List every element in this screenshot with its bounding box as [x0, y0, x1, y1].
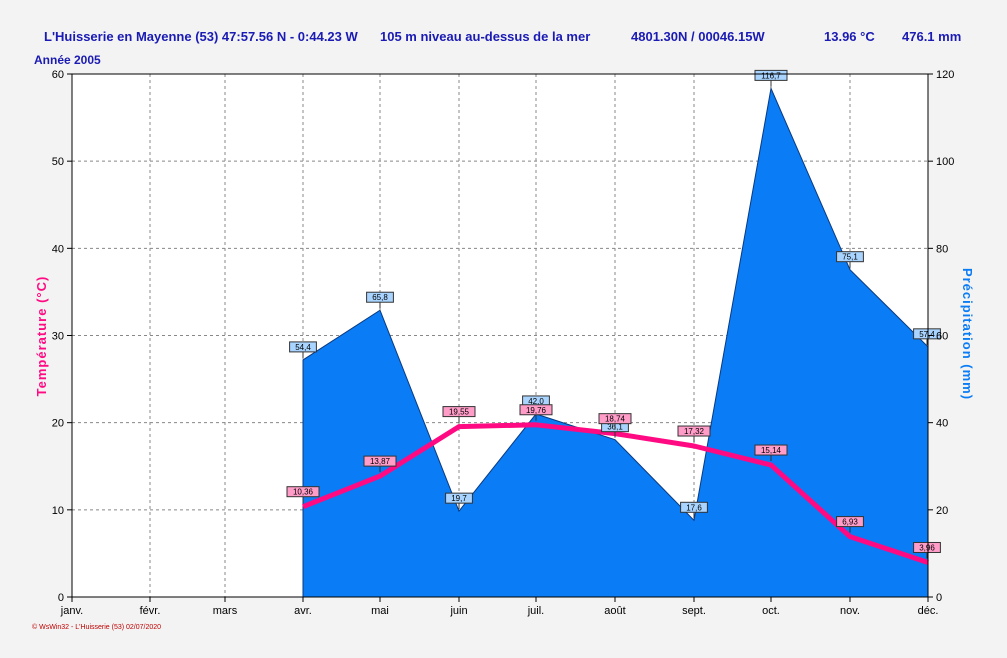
x-tick-label: mai [371, 605, 389, 617]
y-left-tick-label: 40 [52, 243, 64, 255]
precipitation-value-label: 54,4 [295, 343, 311, 352]
y-right-axis-label: Précipitation (mm) [960, 268, 975, 400]
y-right-tick-label: 0 [936, 592, 942, 604]
temperature-value-label: 13,87 [370, 457, 391, 466]
temperature-labels: 10,36 13,87 19,55 19,76 18,74 17,32 15,14 6,93 3… [286, 404, 941, 559]
y-left-tick-labels: 0 10 20 30 40 50 60 [52, 69, 72, 604]
y-left-tick-label: 30 [52, 331, 64, 343]
y-left-tick-label: 60 [52, 69, 64, 81]
temperature-value-label-box [442, 406, 476, 418]
y-left-tick-label: 20 [52, 418, 64, 430]
precipitation-value-label-box [913, 328, 941, 340]
y-right-tick-label: 100 [936, 156, 954, 168]
x-tick-label: janv. [60, 605, 83, 617]
y-right-tick-label: 60 [936, 331, 948, 343]
footer-credit: © WsWin32 - L'Huisserie (53) 02/07/2020 [32, 624, 162, 631]
x-tick-label: juil. [527, 605, 545, 617]
precipitation-value-label-box [836, 251, 864, 263]
x-tick-label: sept. [682, 605, 706, 617]
precipitation-value-label: 57,4 [919, 330, 935, 339]
x-tick-label: juin [449, 605, 467, 617]
temperature-value-label-box [519, 404, 553, 416]
temperature-value-label-box [836, 516, 864, 528]
temperature-value-label-box [363, 455, 397, 467]
precipitation-value-label-box [366, 291, 394, 303]
x-tick-label: nov. [840, 605, 860, 617]
x-tick-label: août [604, 605, 625, 617]
temperature-value-label: 3,96 [919, 543, 935, 552]
mean-temperature-label: 13.96 °C [824, 29, 875, 44]
temperature-value-label: 6,93 [842, 518, 858, 527]
x-tick-label: mars [213, 605, 238, 617]
precipitation-value-label-box [289, 341, 317, 353]
temperature-value-label-box [677, 425, 711, 437]
precipitation-value-label-box [754, 69, 788, 81]
precipitation-value-label-box [680, 501, 708, 513]
temperature-value-label: 10,36 [293, 488, 314, 497]
precipitation-value-label: 17,6 [686, 503, 702, 512]
temperature-value-label: 19,76 [526, 406, 547, 415]
y-left-axis-label: Température (°C) [34, 276, 49, 397]
precipitation-value-label: 19,7 [451, 494, 467, 503]
y-left-tick-label: 10 [52, 505, 64, 517]
x-ticks [71, 597, 929, 602]
station-label: L'Huisserie en Mayenne (53) 47:57.56 N -… [44, 29, 358, 44]
y-right-tick-labels: 0 20 40 60 80 100 120 [928, 69, 954, 604]
temperature-value-label: 18,74 [605, 415, 626, 424]
year-label: Année 2005 [34, 53, 101, 67]
temperature-value-label: 19,55 [449, 408, 470, 417]
precipitation-value-label: 65,8 [372, 293, 388, 302]
y-right-tick-label: 20 [936, 505, 948, 517]
precipitation-value-label-box [445, 492, 473, 504]
temperature-value-label: 17,32 [684, 427, 705, 436]
temperature-value-label-box [598, 413, 632, 425]
x-tick-labels: janv. févr. mars avr. mai juin juil. août sept. o… [60, 605, 939, 617]
y-right-tick-label: 80 [936, 243, 948, 255]
total-precipitation-label: 476.1 mm [902, 29, 962, 44]
y-right-tick-label: 120 [936, 69, 954, 81]
precipitation-value-label: 116,7 [761, 71, 781, 80]
y-left-tick-label: 50 [52, 156, 64, 168]
temperature-value-label-box [286, 486, 320, 498]
x-tick-label: déc. [918, 605, 939, 617]
y-left-tick-label: 0 [58, 592, 64, 604]
altitude-label: 105 m niveau au-dessus de la mer [380, 29, 591, 44]
x-tick-label: avr. [294, 605, 312, 617]
temperature-value-label: 15,14 [761, 446, 782, 455]
y-right-tick-label: 40 [936, 418, 948, 430]
precipitation-value-label: 42,0 [528, 397, 544, 406]
temperature-value-label-box [913, 541, 941, 553]
x-tick-label: oct. [762, 605, 780, 617]
temperature-value-label-box [754, 444, 788, 456]
grid-reference-label: 4801.30N / 00046.15W [631, 29, 765, 44]
x-tick-label: févr. [140, 605, 161, 617]
precipitation-value-label: 75,1 [842, 253, 858, 262]
